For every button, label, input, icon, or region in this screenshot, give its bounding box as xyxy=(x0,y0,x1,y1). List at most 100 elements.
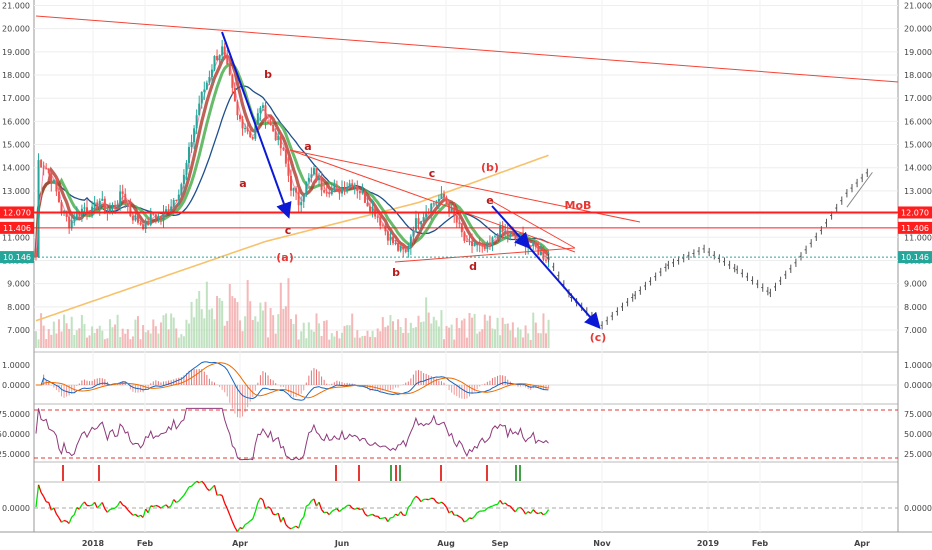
volume-bar xyxy=(348,325,351,348)
osc-segment xyxy=(298,519,302,529)
price-badge-left-label: 11.406 xyxy=(3,224,31,233)
left-tick-label: 15.000 xyxy=(2,141,30,150)
volume-bar xyxy=(358,337,361,348)
signal-bar xyxy=(515,465,517,481)
volume-bar xyxy=(167,329,170,348)
candle-body xyxy=(159,215,162,220)
volume-bar xyxy=(292,324,295,348)
volume-bar xyxy=(412,327,415,348)
volume-bar xyxy=(499,335,502,348)
osc-segment xyxy=(504,502,509,506)
signal-bar xyxy=(335,465,337,481)
candle-body xyxy=(335,186,338,188)
osc-segment xyxy=(117,500,121,507)
volume-bar xyxy=(78,328,81,348)
volume-bar xyxy=(108,319,111,348)
osc-segment xyxy=(203,483,208,489)
volume-bar xyxy=(330,333,333,348)
candle-body xyxy=(111,205,114,209)
volume-bar xyxy=(63,314,66,348)
volume-bar xyxy=(239,320,241,348)
osc-segment xyxy=(196,480,200,484)
osc-segment xyxy=(436,501,440,505)
osc-segment xyxy=(239,527,243,530)
osc-segment xyxy=(349,504,353,509)
candle-body xyxy=(83,207,86,209)
osc-segment xyxy=(71,514,75,518)
candle-body xyxy=(57,191,60,202)
volume-bar xyxy=(376,328,379,348)
osc-segment xyxy=(188,485,192,488)
volume-bar xyxy=(269,308,272,348)
osc-segment xyxy=(377,515,381,520)
volume-bar xyxy=(93,332,96,348)
osc-segment xyxy=(543,512,547,516)
candle-body xyxy=(476,244,479,246)
volume-bar xyxy=(346,325,349,348)
candle-body xyxy=(139,222,142,225)
candle-body xyxy=(458,222,461,224)
osc-segment xyxy=(369,513,373,516)
candle-body xyxy=(236,101,239,116)
volume-bar xyxy=(216,296,219,348)
volume-bar xyxy=(162,315,165,348)
candle-body xyxy=(407,246,410,252)
osc-segment xyxy=(185,486,190,492)
left-tick-label: 9.000 xyxy=(7,280,30,289)
candle-body xyxy=(144,220,147,230)
candle-body xyxy=(430,203,433,213)
signal-bar xyxy=(399,465,401,481)
osc-segment xyxy=(474,512,478,517)
osc-segment xyxy=(285,524,289,528)
osc-segment xyxy=(221,495,226,504)
volume-bar xyxy=(465,337,468,348)
volume-bar xyxy=(341,332,343,348)
osc-segment xyxy=(155,504,159,507)
volume-bar xyxy=(101,330,104,348)
osc-segment xyxy=(262,499,267,510)
volume-bar xyxy=(68,328,71,348)
osc-segment xyxy=(61,519,65,523)
osc-segment xyxy=(492,504,496,507)
candle-body xyxy=(511,234,514,237)
osc-segment xyxy=(153,504,157,508)
osc-segment xyxy=(254,502,259,513)
right-tick-label: 17.000 xyxy=(904,94,932,103)
volume-bar xyxy=(529,339,532,348)
osc-segment xyxy=(461,517,465,523)
osc-segment xyxy=(400,511,404,516)
candle-body xyxy=(86,207,88,213)
left-tick-label: 13.000 xyxy=(2,187,30,196)
volume-bar xyxy=(547,319,550,348)
volume-bar xyxy=(404,318,407,348)
candle-body xyxy=(73,220,76,222)
candle-body xyxy=(274,131,277,141)
volume-bar xyxy=(460,320,463,348)
osc-segment xyxy=(328,511,333,516)
volume-bar xyxy=(139,339,142,348)
volume-bar xyxy=(213,319,216,348)
volume-bar xyxy=(274,333,277,348)
volume-bar xyxy=(519,329,522,348)
volume-bar xyxy=(114,324,117,348)
candle-body xyxy=(175,199,178,201)
osc-segment xyxy=(469,517,473,520)
candle-body xyxy=(394,243,397,245)
x-tick-label: Aug xyxy=(437,539,455,548)
candle-body xyxy=(471,241,474,246)
candle-body xyxy=(343,187,346,192)
osc-segment xyxy=(183,490,187,496)
candle-body xyxy=(249,131,252,138)
osc-segment xyxy=(129,512,134,516)
right-tick-label: 11.000 xyxy=(904,233,932,242)
volume-bar xyxy=(246,280,249,348)
candle-body xyxy=(172,199,175,207)
osc-segment xyxy=(35,484,40,508)
wave-arrow xyxy=(491,205,531,249)
volume-bar xyxy=(98,325,101,348)
candle-body xyxy=(514,236,517,239)
osc-segment xyxy=(124,505,129,511)
osc-segment xyxy=(68,516,73,524)
volume-bar xyxy=(172,317,175,348)
